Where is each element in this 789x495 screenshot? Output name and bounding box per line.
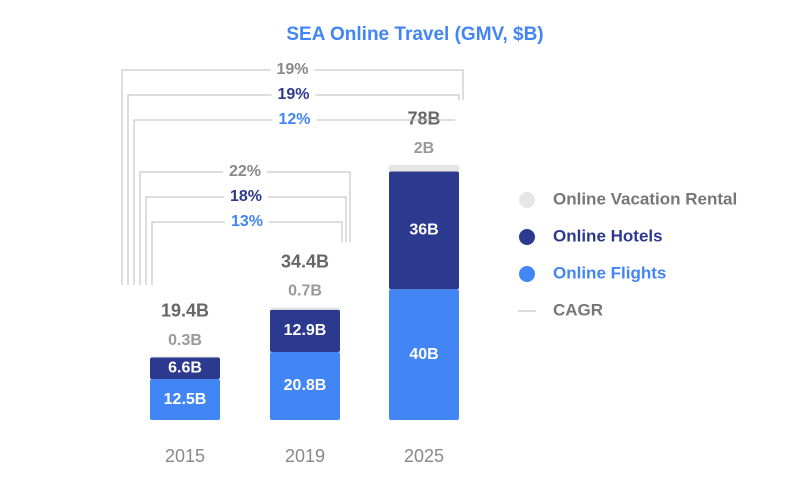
value-label: 40B <box>409 346 438 363</box>
legend-label: CAGR <box>553 300 603 319</box>
cagr-label: 18% <box>230 188 262 205</box>
cagr-label-bg <box>225 212 269 232</box>
value-label: 2B <box>414 140 434 157</box>
cagr-label: 19% <box>276 61 308 78</box>
value-label: 6.6B <box>168 360 202 377</box>
legend-swatch <box>519 229 535 245</box>
value-label: 0.3B <box>168 332 202 349</box>
value-label: 0.7B <box>288 283 322 300</box>
cagr-bracket <box>145 196 347 285</box>
cagr-label-bg <box>271 85 316 105</box>
bar-segment <box>150 356 220 358</box>
cagr-label-bg <box>223 162 267 182</box>
value-label: 36B <box>409 222 438 239</box>
cagr-label-bg <box>224 187 268 207</box>
bar-segment <box>389 164 459 172</box>
legend-swatch <box>519 266 535 282</box>
total-label: 19.4B <box>161 300 209 320</box>
legend-label: Online Vacation Rental <box>553 189 737 208</box>
x-tick-label: 2019 <box>285 446 325 466</box>
chart-title: SEA Online Travel (GMV, $B) <box>286 24 543 45</box>
cagr-label-bg <box>272 110 317 130</box>
bar-segment <box>270 351 340 420</box>
x-tick-label: 2015 <box>165 446 205 466</box>
legend-label: Online Flights <box>553 263 666 282</box>
legend-swatch <box>519 192 535 208</box>
bar-segment <box>150 379 220 420</box>
value-label: 12.9B <box>284 322 327 339</box>
cagr-label: 13% <box>231 213 263 230</box>
total-label: 78B <box>407 109 440 129</box>
bar-segment <box>270 307 340 310</box>
cagr-label-bg <box>270 60 315 80</box>
legend-label: Online Hotels <box>553 226 663 245</box>
total-label: 34.4B <box>281 251 329 271</box>
bar-segment <box>389 171 459 290</box>
cagr-label: 22% <box>229 163 261 180</box>
bar-segment <box>389 289 459 420</box>
value-label: 12.5B <box>164 391 207 408</box>
cagr-bracket <box>133 119 455 285</box>
bar-segment <box>150 357 220 380</box>
cagr-label: 12% <box>278 111 310 128</box>
bar-segment <box>270 309 340 352</box>
cagr-label: 19% <box>277 86 309 103</box>
value-label: 20.8B <box>284 377 327 394</box>
x-tick-label: 2025 <box>404 446 444 466</box>
